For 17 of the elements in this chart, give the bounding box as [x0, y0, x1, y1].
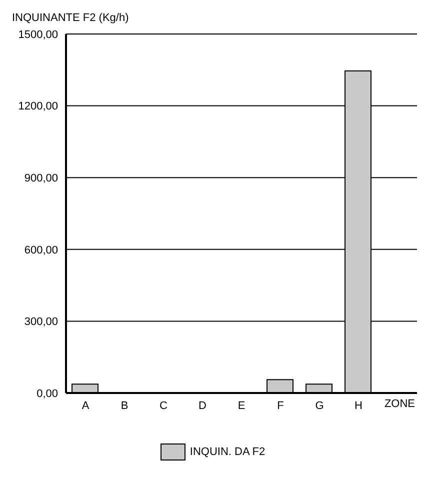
y-tick-label: 1500,00	[18, 28, 58, 41]
x-tick-label: E	[238, 400, 246, 412]
x-axis-title: ZONE	[384, 398, 415, 410]
x-tick-label: A	[82, 400, 90, 412]
x-tick-label: D	[198, 400, 207, 412]
y-axis-title: INQUINANTE F2 (Kg/h)	[12, 12, 129, 24]
y-tick-label: 1200,00	[18, 100, 58, 113]
y-tick-label: 900,00	[24, 172, 58, 185]
legend-label: INQUIN. DA F2	[188, 445, 266, 460]
x-tick-label: F	[277, 400, 284, 412]
x-tick-label: G	[315, 400, 324, 412]
x-tick-label: H	[354, 400, 363, 412]
y-tick-label: 0,00	[36, 388, 58, 400]
x-tick-label: C	[160, 400, 168, 412]
y-tick-label: 300,00	[24, 316, 58, 328]
y-tick-label: 600,00	[24, 244, 58, 256]
x-tick-label: B	[120, 400, 128, 412]
